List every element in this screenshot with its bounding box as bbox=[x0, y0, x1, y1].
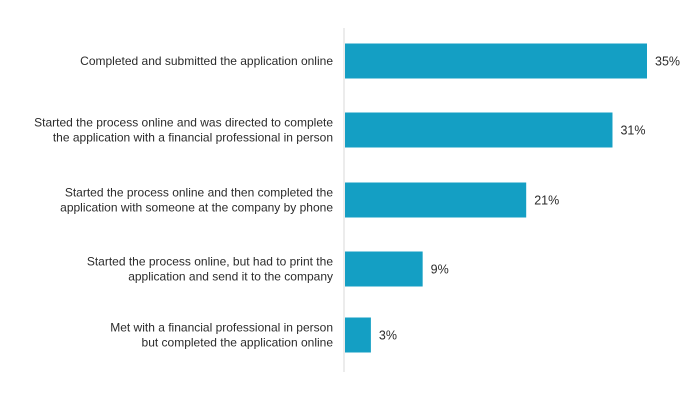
value-label-0: 35% bbox=[655, 55, 680, 69]
category-label-2-line-0: Started the process online and then comp… bbox=[65, 186, 334, 200]
category-label-4-line-0: Met with a financial professional in per… bbox=[110, 321, 333, 335]
bars-layer: 35% Completed and submitted the applicati… bbox=[34, 43, 680, 353]
category-label-2: Started the process online and then comp… bbox=[60, 186, 333, 215]
bar-4 bbox=[345, 317, 371, 353]
category-label-4-line-1: but completed the application online bbox=[142, 336, 334, 350]
value-label-3: 9% bbox=[431, 263, 449, 277]
bar-0 bbox=[345, 43, 647, 79]
value-label-4: 3% bbox=[379, 329, 397, 343]
bar-3 bbox=[345, 251, 423, 287]
bar-2 bbox=[345, 182, 527, 218]
value-label-2: 21% bbox=[534, 194, 559, 208]
category-label-0-line-0: Completed and submitted the application … bbox=[80, 54, 333, 68]
category-label-0: Completed and submitted the application … bbox=[80, 54, 333, 68]
bar-1 bbox=[345, 112, 613, 148]
category-label-3-line-0: Started the process online, but had to p… bbox=[87, 255, 333, 269]
category-label-2-line-1: application with someone at the company … bbox=[60, 201, 333, 215]
category-label-1: Started the process online and was direc… bbox=[34, 116, 333, 145]
category-label-1-line-0: Started the process online and was direc… bbox=[34, 116, 333, 130]
category-label-1-line-1: the application with a financial profess… bbox=[53, 131, 333, 145]
category-label-3: Started the process online, but had to p… bbox=[87, 255, 333, 284]
category-label-4: Met with a financial professional in per… bbox=[110, 321, 333, 350]
category-label-3-line-1: application and send it to the company bbox=[128, 270, 333, 284]
value-label-1: 31% bbox=[620, 124, 645, 138]
